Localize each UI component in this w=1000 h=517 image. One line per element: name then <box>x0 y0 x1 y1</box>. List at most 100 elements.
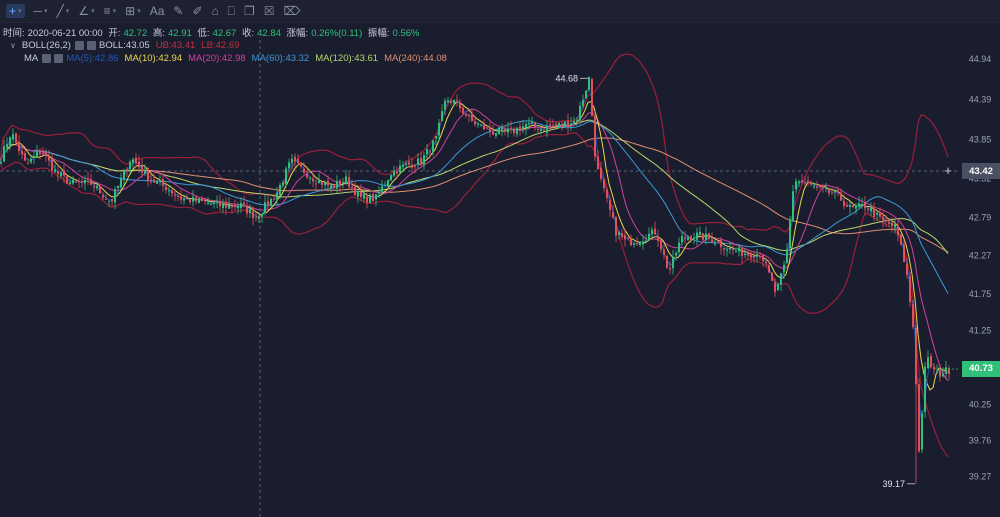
text-tool-button[interactable]: Aa <box>150 4 165 18</box>
ma10-line <box>0 101 949 391</box>
candle-body <box>690 236 692 241</box>
candle-body <box>126 168 128 171</box>
candle-body <box>18 141 20 152</box>
candle-body <box>627 237 629 239</box>
candle-body <box>930 355 932 368</box>
crosshair-tool-button[interactable]: + ▾ <box>6 4 25 18</box>
ma-settings-icon[interactable] <box>42 54 52 63</box>
candle-body <box>375 194 377 200</box>
candle-body <box>834 190 836 193</box>
trend-tool-button[interactable]: ╱ ▾ <box>57 4 70 18</box>
ma-name: MA <box>24 53 39 64</box>
line-tool-icon: ─ <box>33 4 43 18</box>
amplitude-value: 0.56% <box>392 28 420 39</box>
angle-tool-button[interactable]: ∠ ▾ <box>78 4 94 18</box>
close-label: 收: <box>241 28 255 39</box>
candle-body <box>708 233 710 239</box>
candle-body <box>852 205 854 207</box>
candle-body <box>138 161 140 168</box>
candle-body <box>219 201 221 207</box>
price-axis-tick: 42.27 <box>969 251 992 261</box>
dropdown-arrow-icon[interactable]: ▾ <box>65 8 70 15</box>
boll-name: BOLL(26,2) <box>21 40 71 51</box>
candle-body <box>339 180 341 186</box>
price-axis-tick: 41.25 <box>969 326 992 336</box>
candle-body <box>453 99 455 104</box>
candle-body <box>777 284 779 291</box>
candle-body <box>561 124 563 126</box>
price-chart[interactable]: +44.6839.1744.9444.3943.8543.3242.7942.2… <box>0 40 1000 517</box>
candle-body <box>387 180 389 187</box>
candle-body <box>429 151 431 153</box>
candle-body <box>894 223 896 228</box>
collapse-chevron-icon[interactable]: ∨ <box>10 41 16 50</box>
candle-body <box>393 170 395 176</box>
visibility-tool-button[interactable]: ☒ <box>264 4 275 18</box>
candle-body <box>447 100 449 103</box>
candle-body <box>417 158 419 165</box>
candle-body <box>831 193 833 195</box>
close-value: 42.84 <box>257 28 281 39</box>
candle-body <box>762 255 764 262</box>
candle-body <box>735 251 737 253</box>
brush-tool-button[interactable]: ✎ <box>173 4 183 18</box>
candle-body <box>483 123 485 130</box>
candle-body <box>156 181 158 184</box>
price-axis-tick: 43.85 <box>969 134 992 144</box>
candle-body <box>687 237 689 240</box>
candle-body <box>501 127 503 130</box>
candle-body <box>897 225 899 236</box>
line-tool-button[interactable]: ─ ▾ <box>34 4 48 18</box>
copy-tool-button[interactable]: ❐ <box>244 4 255 18</box>
dropdown-arrow-icon[interactable]: ▾ <box>18 8 22 15</box>
candle-body <box>576 120 578 122</box>
dropdown-arrow-icon[interactable]: ▾ <box>91 8 95 15</box>
candle-body <box>510 127 512 129</box>
candle-body <box>192 196 194 202</box>
high-label: 高: <box>152 28 165 39</box>
candle-body <box>516 127 518 135</box>
candle-body <box>534 122 536 128</box>
candle-body <box>201 198 203 201</box>
candle-body <box>585 90 587 99</box>
boll-ub-value: UB:43.41 <box>155 40 196 51</box>
candle-body <box>681 236 683 243</box>
candle-body <box>912 303 914 328</box>
candle-body <box>105 198 107 200</box>
candle-body <box>270 198 272 206</box>
candle-body <box>909 276 911 302</box>
candle-body <box>810 182 812 185</box>
candle-body <box>924 366 926 412</box>
candle-body <box>372 194 374 201</box>
candle-body <box>210 203 212 205</box>
candle-body <box>828 188 830 194</box>
candle-body <box>597 156 599 170</box>
candle-body <box>876 212 878 215</box>
candle-body <box>747 253 749 256</box>
candle-body <box>354 187 356 196</box>
candle-body <box>102 195 104 198</box>
magnet-tool-button[interactable]: ⌂ <box>212 4 219 18</box>
candle-body <box>654 228 656 235</box>
dropdown-arrow-icon[interactable]: ▾ <box>137 8 141 15</box>
candle-body <box>492 131 494 135</box>
dropdown-arrow-icon[interactable]: ▾ <box>44 8 48 15</box>
lock-tool-button[interactable]: ⎕ <box>228 4 235 19</box>
ruler-tool-button[interactable]: ✐ <box>192 4 202 18</box>
dropdown-arrow-icon[interactable]: ▾ <box>112 8 117 15</box>
delete-tool-button[interactable]: ⌦ <box>284 4 301 18</box>
ma-close-icon[interactable] <box>54 54 64 63</box>
candle-body <box>84 179 86 184</box>
candle-body <box>843 201 845 207</box>
fib-tool-button[interactable]: ≡ ▾ <box>104 4 117 18</box>
candle-body <box>435 136 437 139</box>
candle-body <box>36 151 38 158</box>
price-axis-tick: 39.27 <box>969 471 992 481</box>
candle-body <box>861 204 863 206</box>
boll-close-icon[interactable] <box>86 41 96 50</box>
candle-body <box>669 268 671 270</box>
boll-settings-icon[interactable] <box>74 41 84 50</box>
candle-body <box>459 102 461 109</box>
shape-tool-button[interactable]: ⊞ ▾ <box>125 4 141 18</box>
candle-body <box>315 183 317 185</box>
